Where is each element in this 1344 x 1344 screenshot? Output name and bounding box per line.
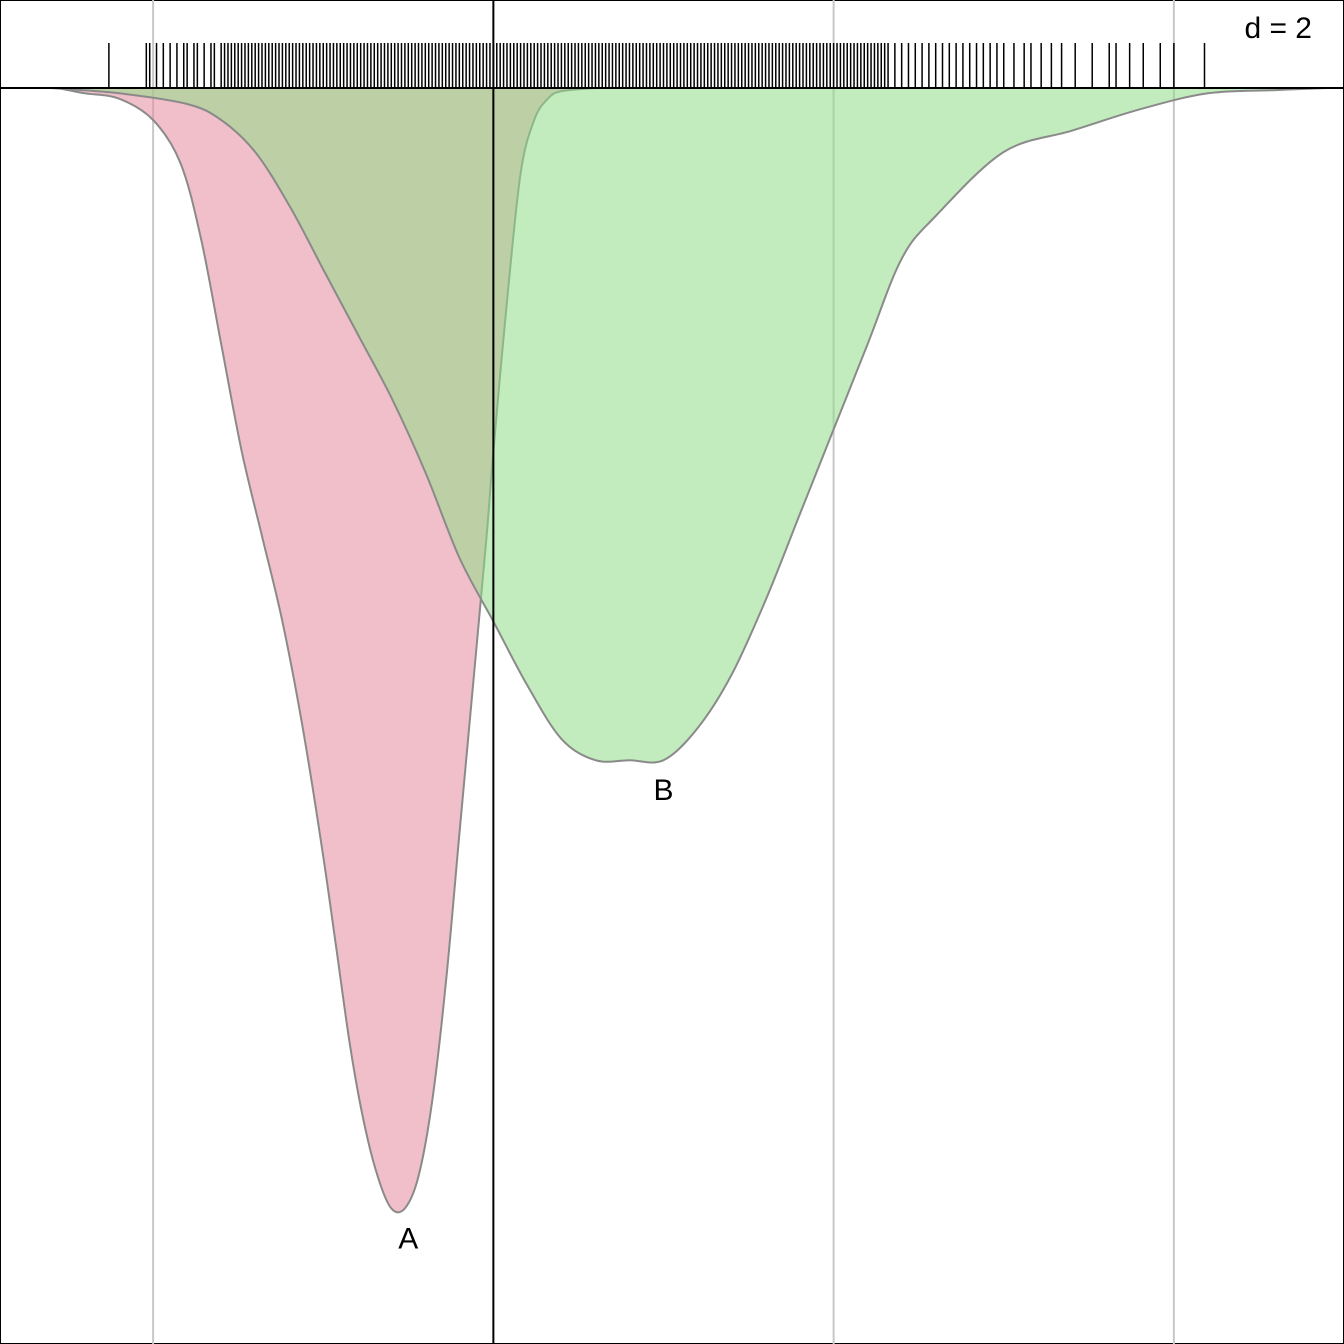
series-labels: AB xyxy=(398,774,673,1255)
density-area-b xyxy=(50,87,1328,764)
series-label-a: A xyxy=(398,1222,418,1255)
series-label-b: B xyxy=(653,774,673,807)
annotation-text: d = 2 xyxy=(1244,12,1312,45)
rug-ticks xyxy=(108,43,1206,88)
density-areas xyxy=(50,87,1328,1214)
